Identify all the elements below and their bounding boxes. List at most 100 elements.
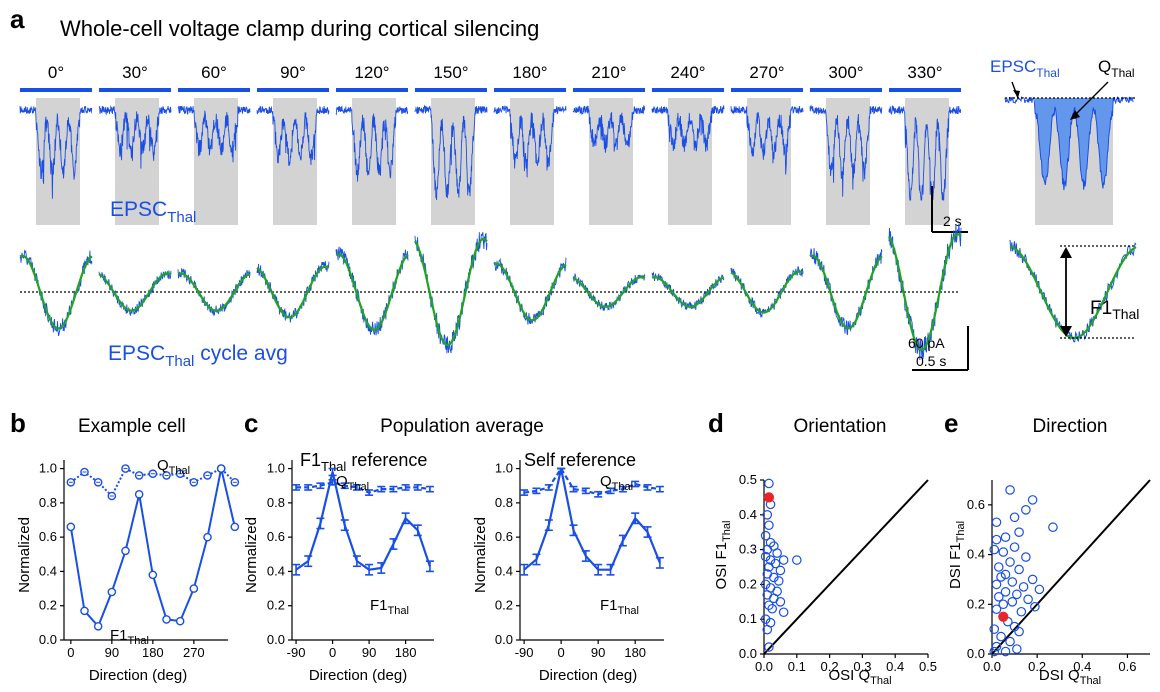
panel-c: c Population average F1Thal reference Se… bbox=[243, 408, 664, 684]
y-tick-label: 0.8 bbox=[39, 495, 57, 510]
x-tick-label: 270 bbox=[183, 645, 205, 660]
scatter-point bbox=[775, 565, 786, 576]
scatter-point bbox=[772, 548, 782, 558]
scatter-point bbox=[1021, 505, 1031, 515]
y-tick-label: 0.6 bbox=[967, 497, 985, 512]
scatter-point bbox=[760, 614, 771, 624]
panel-c-right-axes: -90 0 90 180 0.0 0.2 0.4 0.6 0.8 1.0 bbox=[495, 460, 664, 660]
scatter-point bbox=[1018, 582, 1029, 592]
stimulus-bar bbox=[415, 88, 487, 92]
x-tick-label: -90 bbox=[515, 645, 534, 660]
cycle-trace bbox=[888, 223, 962, 361]
panel-e-xlabel: DSI QThal bbox=[1039, 667, 1101, 687]
panel-e-axes: 0.0 0.2 0.4 0.6 0.0 0.2 0.4 0.6 bbox=[967, 480, 1150, 674]
f1-thal-line bbox=[523, 468, 661, 571]
epsc-trace bbox=[19, 105, 93, 199]
f1-thal-point bbox=[175, 616, 185, 626]
scatter-point bbox=[1014, 626, 1024, 637]
panel-c-left-q-label: QThal bbox=[336, 473, 369, 493]
direction-label: 30° bbox=[122, 63, 148, 82]
panel-b-ylabel: Normalized bbox=[16, 517, 33, 593]
scatter-point bbox=[765, 555, 776, 565]
scatter-point bbox=[1007, 577, 1018, 587]
cycle-averages bbox=[19, 223, 962, 361]
x-tick-label: 0.2 bbox=[821, 659, 839, 674]
panel-a: a Whole-cell voltage clamp during cortic… bbox=[10, 4, 1139, 371]
f1-thal-point bbox=[189, 584, 199, 593]
y-tick-label: 0.0 bbox=[967, 646, 985, 661]
y-tick-label: 0.1 bbox=[739, 611, 757, 626]
x-tick-label: 0.0 bbox=[755, 659, 773, 674]
scatter-point bbox=[769, 572, 779, 583]
x-tick-label: 0.4 bbox=[886, 659, 904, 674]
zoom-cycle-trace bbox=[1009, 239, 1137, 343]
x-tick-label: 0.1 bbox=[788, 659, 806, 674]
scatter-point bbox=[998, 547, 1009, 557]
direction-label: 150° bbox=[433, 63, 468, 82]
f1-thal-point bbox=[162, 615, 171, 624]
scatter-point bbox=[767, 603, 777, 614]
x-tick-label: -90 bbox=[287, 645, 306, 660]
panel-b-plot bbox=[66, 464, 240, 631]
y-tick-label: 0.2 bbox=[39, 598, 57, 613]
scatter-point bbox=[1005, 636, 1015, 647]
y-tick-label: 0.4 bbox=[39, 563, 57, 578]
direction-label: 270° bbox=[749, 63, 784, 82]
stimulus-bar bbox=[731, 88, 803, 92]
scatter-point bbox=[764, 562, 774, 572]
panel-b-q-label: QThal bbox=[157, 457, 190, 477]
panel-d-ylabel: OSI F1Thal bbox=[713, 521, 733, 590]
stimulus-bar bbox=[20, 88, 92, 92]
scatter-point bbox=[1000, 569, 1011, 580]
scatter-point bbox=[1000, 587, 1011, 597]
y-tick-label: 0.6 bbox=[267, 529, 285, 544]
scatter-point bbox=[989, 624, 1000, 634]
scatter-point bbox=[993, 592, 1004, 602]
panel-c-left-axes: -90 0 90 180 0.0 0.2 0.4 0.6 0.8 1.0 bbox=[267, 460, 434, 660]
q-arrowhead bbox=[1070, 110, 1080, 120]
direction-label: 240° bbox=[670, 63, 705, 82]
x-tick-label: 0.3 bbox=[853, 659, 871, 674]
stimulus-bar bbox=[257, 88, 329, 92]
panel-c-left-ylabel: Normalized bbox=[243, 517, 260, 593]
direction-label: 330° bbox=[907, 63, 942, 82]
y-tick-label: 1.0 bbox=[267, 461, 285, 476]
y-tick-label: 1.0 bbox=[495, 461, 513, 476]
panel-c-right-q-label: QThal bbox=[600, 473, 633, 493]
y-tick-label: 0.6 bbox=[39, 529, 57, 544]
direction-label: 180° bbox=[512, 63, 547, 82]
scatter-point bbox=[760, 530, 771, 541]
stimulus-shade bbox=[273, 98, 317, 225]
panel-d-axes: 0.0 0.1 0.2 0.3 0.4 0.5 0.0 0.1 0.2 0.3 0.4 0.5 bbox=[739, 472, 937, 674]
cycle-fit bbox=[809, 254, 883, 330]
scatter-point bbox=[778, 555, 789, 565]
epsc-thal-zoom-label: EPSCThal bbox=[990, 57, 1060, 80]
scatter-point bbox=[1034, 584, 1045, 595]
scatter-point bbox=[998, 599, 1009, 610]
scatter-point bbox=[764, 642, 774, 652]
epsc-trace bbox=[809, 104, 883, 197]
scatter-point bbox=[778, 607, 789, 618]
scatter-point bbox=[1012, 644, 1022, 654]
panel-b-xlabel: Direction (deg) bbox=[89, 667, 187, 684]
stimulus-bar bbox=[652, 88, 724, 92]
epsc-trace bbox=[256, 105, 330, 166]
epsc-trace bbox=[177, 105, 251, 163]
scatter-point bbox=[996, 631, 1006, 642]
scatter-point bbox=[1009, 512, 1020, 523]
panel-e-plot bbox=[989, 479, 1151, 657]
stimulus-bar bbox=[573, 88, 645, 92]
scale-current: 60 pA bbox=[908, 335, 945, 351]
x-tick-label: 90 bbox=[105, 645, 119, 660]
scatter-point bbox=[1014, 527, 1024, 537]
y-tick-label: 0.2 bbox=[967, 596, 985, 611]
stimulus-bar bbox=[810, 88, 882, 92]
epsc-trace bbox=[414, 104, 488, 201]
f1-thal-point bbox=[107, 587, 117, 597]
scatter-point bbox=[760, 551, 771, 562]
scatter-point bbox=[1000, 646, 1011, 657]
cycle-fit bbox=[335, 253, 409, 331]
y-tick-label: 0.0 bbox=[739, 646, 757, 661]
x-tick-label: 0 bbox=[558, 645, 565, 660]
